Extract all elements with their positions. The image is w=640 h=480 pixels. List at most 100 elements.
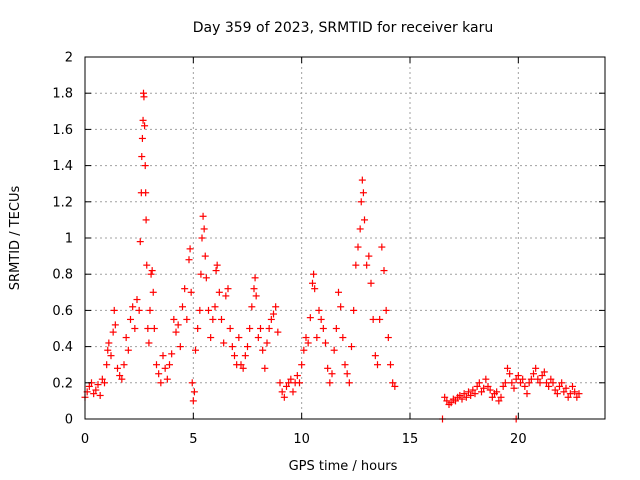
data-point bbox=[289, 388, 297, 396]
data-point bbox=[172, 328, 180, 336]
data-point bbox=[501, 379, 509, 387]
data-point bbox=[475, 379, 483, 387]
y-tick-label: 0.8 bbox=[52, 268, 73, 283]
data-point bbox=[161, 364, 169, 372]
data-point bbox=[352, 261, 360, 269]
data-point bbox=[469, 386, 477, 394]
data-point bbox=[241, 352, 249, 360]
data-point bbox=[551, 386, 559, 394]
data-point bbox=[181, 285, 189, 293]
data-point bbox=[549, 379, 557, 387]
data-point bbox=[270, 310, 277, 318]
data-point bbox=[296, 379, 303, 387]
y-tick-label: 0.4 bbox=[52, 340, 73, 355]
data-point bbox=[140, 93, 148, 101]
data-point bbox=[514, 372, 522, 380]
data-point bbox=[441, 393, 449, 401]
data-point bbox=[92, 386, 100, 394]
data-point bbox=[252, 292, 260, 300]
data-point bbox=[90, 390, 98, 398]
x-tick-label: 20 bbox=[510, 432, 527, 447]
data-point bbox=[473, 382, 481, 390]
data-point bbox=[467, 391, 475, 399]
data-point bbox=[387, 361, 394, 369]
data-point bbox=[566, 390, 574, 398]
data-point bbox=[525, 379, 533, 387]
data-point bbox=[458, 395, 466, 403]
data-point bbox=[215, 288, 223, 296]
data-point bbox=[237, 361, 245, 369]
axis-ticks: 00.20.40.60.811.21.41.61.820 5 10 15 20 bbox=[52, 51, 605, 447]
data-point bbox=[257, 325, 264, 332]
data-point bbox=[508, 379, 516, 387]
data-point bbox=[142, 216, 150, 224]
data-point bbox=[504, 364, 511, 372]
data-point bbox=[250, 285, 258, 293]
data-point bbox=[142, 189, 150, 197]
data-point bbox=[532, 364, 540, 372]
data-point bbox=[486, 386, 494, 394]
data-point bbox=[575, 390, 583, 398]
data-point bbox=[136, 238, 144, 246]
y-tick-label: 1.8 bbox=[52, 87, 73, 102]
data-point bbox=[104, 346, 112, 354]
data-point bbox=[447, 399, 455, 407]
data-point bbox=[98, 375, 106, 383]
data-point bbox=[287, 375, 295, 383]
data-point bbox=[251, 274, 259, 282]
y-tick-label: 1.6 bbox=[52, 123, 73, 138]
data-point bbox=[534, 375, 542, 383]
data-point bbox=[499, 382, 507, 390]
data-point bbox=[179, 303, 186, 311]
x-axis-label: GPS time / hours bbox=[289, 459, 398, 474]
data-point bbox=[497, 393, 505, 401]
data-point bbox=[298, 361, 306, 369]
data-point bbox=[376, 315, 384, 323]
data-point bbox=[384, 334, 392, 342]
data-point bbox=[337, 303, 345, 311]
data-point bbox=[361, 216, 368, 224]
data-point bbox=[547, 375, 555, 383]
data-point bbox=[124, 346, 132, 354]
data-point bbox=[101, 379, 108, 387]
data-point bbox=[118, 375, 126, 383]
data-point bbox=[335, 288, 342, 296]
data-point bbox=[359, 189, 367, 197]
data-point bbox=[170, 315, 178, 323]
data-point bbox=[188, 379, 196, 387]
data-point bbox=[482, 375, 490, 383]
data-point bbox=[553, 390, 561, 398]
y-tick-label: 1.4 bbox=[52, 159, 73, 174]
data-point bbox=[194, 325, 202, 332]
data-point bbox=[147, 270, 155, 278]
data-point bbox=[315, 306, 323, 314]
data-point bbox=[571, 388, 579, 396]
x-tick-label: 15 bbox=[402, 432, 419, 447]
data-point bbox=[176, 343, 184, 351]
data-point bbox=[133, 296, 141, 304]
data-point bbox=[543, 379, 550, 387]
data-point bbox=[317, 315, 325, 323]
y-tick-label: 2 bbox=[65, 51, 73, 66]
y-tick-label: 1 bbox=[65, 232, 73, 247]
grid bbox=[85, 57, 605, 419]
data-point bbox=[145, 339, 153, 347]
data-point bbox=[521, 382, 529, 390]
data-point bbox=[339, 334, 347, 342]
data-point bbox=[185, 256, 193, 264]
data-point bbox=[371, 352, 379, 360]
data-point bbox=[313, 334, 321, 342]
data-point bbox=[304, 339, 312, 347]
data-point bbox=[259, 346, 267, 354]
data-point bbox=[209, 315, 217, 323]
data-point bbox=[380, 267, 388, 275]
data-point bbox=[107, 352, 115, 360]
data-point bbox=[285, 379, 293, 387]
data-point bbox=[138, 153, 146, 161]
data-point bbox=[348, 343, 355, 351]
data-point bbox=[239, 364, 247, 372]
data-point bbox=[202, 274, 210, 282]
data-point bbox=[356, 225, 364, 233]
data-point bbox=[85, 382, 93, 390]
data-point bbox=[159, 352, 167, 360]
